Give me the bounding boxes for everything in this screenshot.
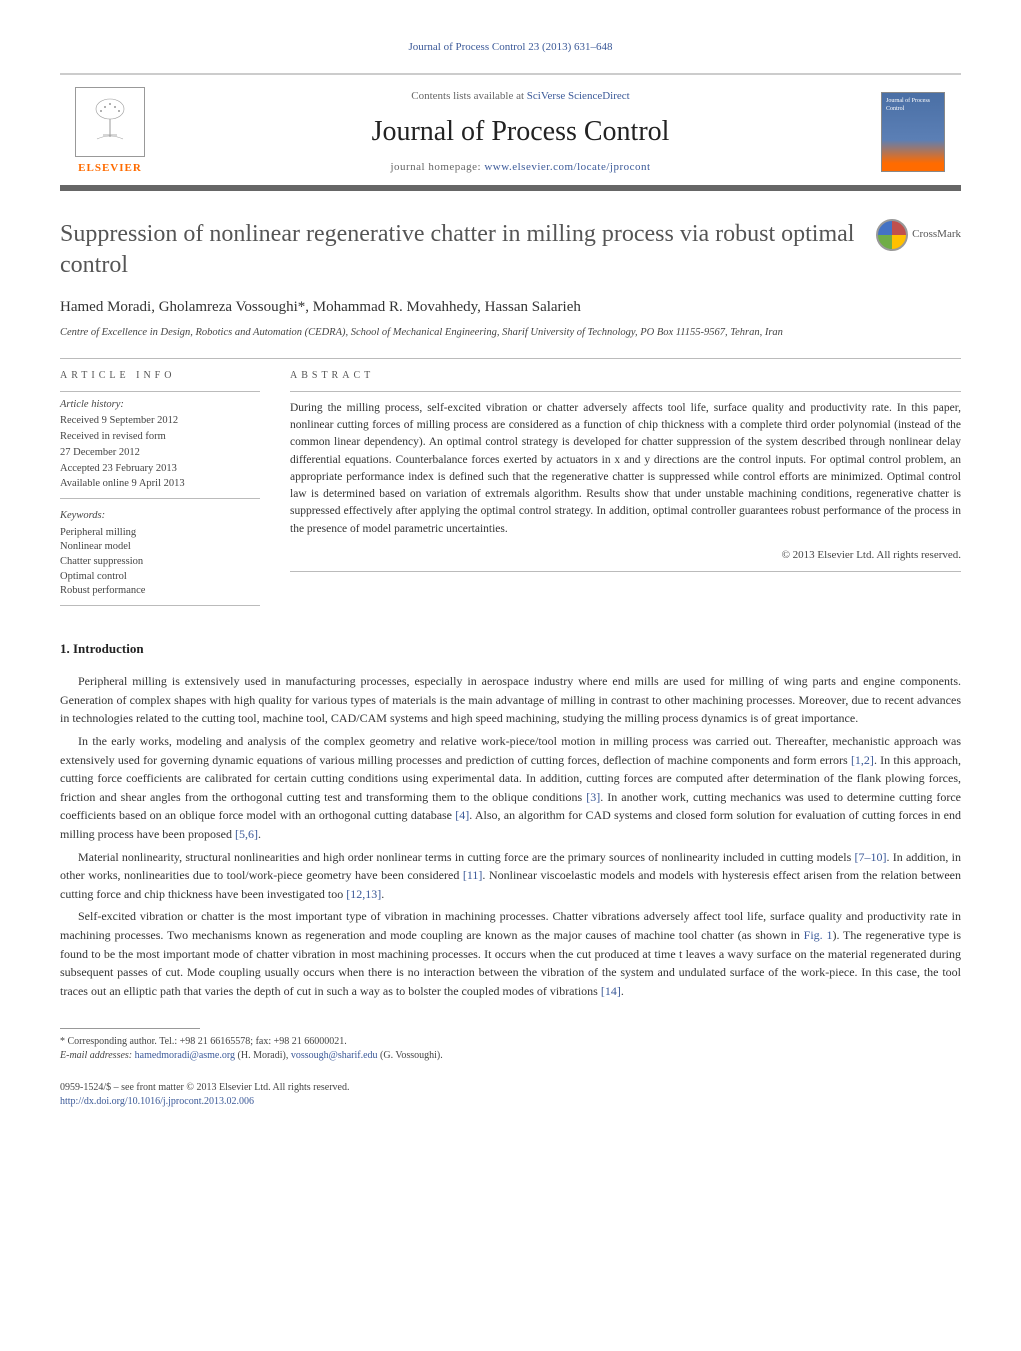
elsevier-tree-icon xyxy=(75,87,145,157)
body-paragraph: Material nonlinearity, structural nonlin… xyxy=(60,848,961,904)
contents-available-line: Contents lists available at SciVerse Sci… xyxy=(160,89,881,104)
publisher-block: ELSEVIER xyxy=(60,87,160,176)
history-item: 27 December 2012 xyxy=(60,446,260,461)
sciencedirect-link[interactable]: SciVerse ScienceDirect xyxy=(527,90,630,102)
abstract-text: During the milling process, self-excited… xyxy=(290,400,961,538)
affiliation: Centre of Excellence in Design, Robotics… xyxy=(60,326,961,340)
keywords-label: Keywords: xyxy=(60,509,260,524)
reference-link[interactable]: [3] xyxy=(586,790,600,804)
contents-prefix: Contents lists available at xyxy=(411,90,526,102)
keyword: Robust performance xyxy=(60,584,260,599)
email-line: E-mail addresses: hamedmoradi@asme.org (… xyxy=(60,1049,961,1063)
abstract-label: ABSTRACT xyxy=(290,369,961,383)
corresponding-author-footnote: * Corresponding author. Tel.: +98 21 661… xyxy=(60,1035,961,1063)
article-history-label: Article history: xyxy=(60,398,260,413)
body-paragraph: In the early works, modeling and analysi… xyxy=(60,732,961,844)
reference-link[interactable]: [7–10] xyxy=(855,850,887,864)
info-abstract-row: ARTICLE INFO Article history: Received 9… xyxy=(60,369,961,612)
abstract-column: ABSTRACT During the milling process, sel… xyxy=(290,369,961,612)
abstract-copyright: © 2013 Elsevier Ltd. All rights reserved… xyxy=(290,548,961,563)
email-who: (H. Moradi), xyxy=(235,1050,291,1061)
keyword: Chatter suppression xyxy=(60,555,260,570)
keyword: Nonlinear model xyxy=(60,540,260,555)
reference-link[interactable]: [12,13] xyxy=(346,887,381,901)
footer-block: 0959-1524/$ – see front matter © 2013 El… xyxy=(60,1081,961,1109)
reference-link[interactable]: [4] xyxy=(455,808,469,822)
journal-name: Journal of Process Control xyxy=(160,112,881,151)
front-matter-line: 0959-1524/$ – see front matter © 2013 El… xyxy=(60,1081,961,1095)
crossmark-button[interactable]: CrossMark xyxy=(876,219,961,251)
keyword: Peripheral milling xyxy=(60,526,260,541)
elsevier-wordmark: ELSEVIER xyxy=(78,161,142,176)
masthead-center: Contents lists available at SciVerse Sci… xyxy=(160,89,881,175)
corr-author-line: * Corresponding author. Tel.: +98 21 661… xyxy=(60,1035,961,1049)
section-heading-introduction: 1. Introduction xyxy=(60,640,961,658)
history-item: Received in revised form xyxy=(60,430,260,445)
email-who: (G. Vossoughi). xyxy=(378,1050,443,1061)
reference-link[interactable]: [11] xyxy=(463,868,483,882)
body-paragraph: Self-excited vibration or chatter is the… xyxy=(60,907,961,1000)
reference-link[interactable]: [1,2] xyxy=(851,753,874,767)
divider xyxy=(60,358,961,359)
journal-cover-block: Journal of Process Control xyxy=(881,92,961,172)
reference-link[interactable]: [14] xyxy=(601,984,621,998)
history-item: Received 9 September 2012 xyxy=(60,414,260,429)
article-info-label: ARTICLE INFO xyxy=(60,369,260,383)
journal-homepage-link[interactable]: www.elsevier.com/locate/jprocont xyxy=(484,161,650,173)
email-label: E-mail addresses: xyxy=(60,1050,135,1061)
crossmark-label: CrossMark xyxy=(912,227,961,242)
article-title: Suppression of nonlinear regenerative ch… xyxy=(60,219,856,281)
figure-link[interactable]: Fig. 1 xyxy=(804,928,833,942)
authors-line: Hamed Moradi, Gholamreza Vossoughi*, Moh… xyxy=(60,297,961,318)
body-paragraph: Peripheral milling is extensively used i… xyxy=(60,672,961,728)
keyword: Optimal control xyxy=(60,570,260,585)
history-item: Accepted 23 February 2013 xyxy=(60,462,260,477)
doi-link[interactable]: http://dx.doi.org/10.1016/j.jprocont.201… xyxy=(60,1096,254,1107)
page-container: Journal of Process Control 23 (2013) 631… xyxy=(0,0,1021,1149)
email-link[interactable]: hamedmoradi@asme.org xyxy=(135,1050,235,1061)
journal-cover-thumbnail: Journal of Process Control xyxy=(881,92,945,172)
article-info-column: ARTICLE INFO Article history: Received 9… xyxy=(60,369,260,612)
crossmark-icon xyxy=(876,219,908,251)
reference-link[interactable]: [5,6] xyxy=(235,827,258,841)
footnote-separator xyxy=(60,1028,200,1029)
journal-homepage-line: journal homepage: www.elsevier.com/locat… xyxy=(160,160,881,175)
homepage-prefix: journal homepage: xyxy=(390,161,484,173)
header-citation: Journal of Process Control 23 (2013) 631… xyxy=(60,40,961,55)
title-row: Suppression of nonlinear regenerative ch… xyxy=(60,219,961,281)
history-item: Available online 9 April 2013 xyxy=(60,477,260,492)
email-link[interactable]: vossough@sharif.edu xyxy=(291,1050,378,1061)
masthead: ELSEVIER Contents lists available at Sci… xyxy=(60,73,961,190)
